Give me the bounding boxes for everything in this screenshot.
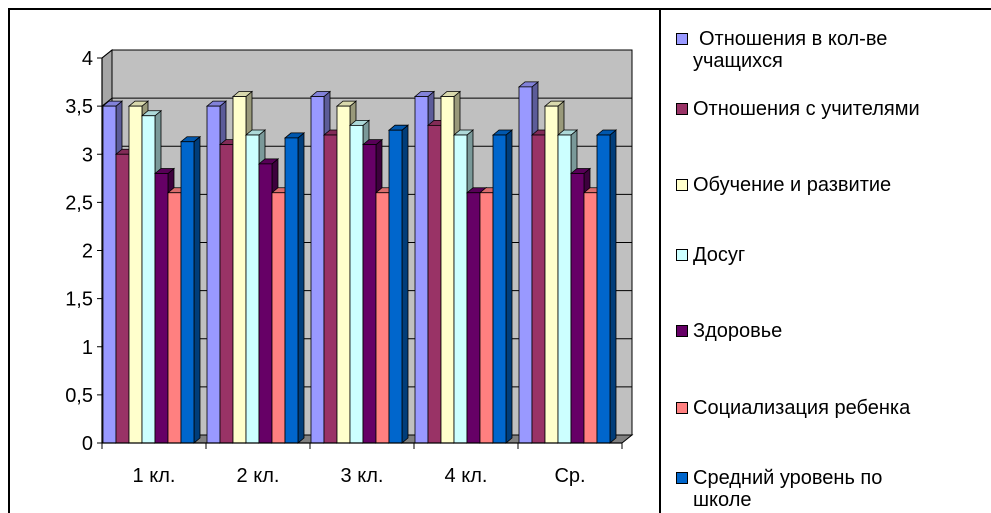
bar-front	[388, 129, 403, 444]
bar-front	[362, 144, 377, 444]
bar-front	[258, 163, 273, 444]
x-tick-label: 3 кл.	[341, 465, 384, 487]
legend-item: Социализация ребенка	[676, 397, 983, 419]
bar-front	[219, 144, 234, 444]
bar-front	[245, 134, 260, 444]
bar-front	[284, 137, 299, 444]
legend-label: Досуг	[693, 244, 746, 266]
legend-swatch	[676, 103, 688, 115]
legend-swatch	[676, 179, 688, 191]
bar-front	[375, 192, 390, 444]
bar	[491, 129, 514, 444]
bar-front	[492, 134, 507, 444]
bar-front	[232, 96, 247, 444]
bar-side	[609, 129, 617, 444]
bar-front	[427, 124, 442, 444]
bar-chart: 0 0,5 1 1,5 2 2,5 3 3,5 4 1 кл. 2 кл. 3 кл. 4 кл. Ср…	[65, 48, 634, 487]
bar	[595, 129, 618, 444]
legend-divider	[659, 8, 661, 513]
bar-front	[154, 173, 169, 444]
gridline-side	[101, 49, 113, 59]
gridline-side	[101, 97, 113, 107]
legend-label: Средний уровень по школе	[693, 467, 883, 511]
y-tick-label: 1,5	[65, 289, 93, 311]
y-tick-label: 3,5	[65, 96, 93, 118]
y-tick-label: 1	[82, 337, 93, 359]
legend-swatch	[676, 325, 688, 337]
bar-front	[128, 105, 143, 444]
bar	[283, 132, 306, 444]
legend-label: Отношения с учителями	[693, 98, 920, 120]
bar-front	[141, 115, 156, 444]
bar-front	[544, 105, 559, 444]
bar-front	[206, 105, 221, 444]
y-tick-label: 2,5	[65, 192, 93, 214]
legend: Отношения в кол-ве учащихся Отношения с …	[676, 0, 991, 513]
bar-front	[336, 105, 351, 444]
x-tick-label: 1 кл.	[133, 465, 176, 487]
y-tick-label: 4	[82, 48, 93, 70]
bar-side	[193, 135, 201, 444]
legend-item: Здоровье	[676, 320, 983, 342]
legend-label: Отношения в кол-ве учащихся	[693, 28, 888, 72]
legend-item: Отношения с учителями	[676, 98, 983, 120]
bar-side	[401, 124, 409, 444]
bar-side	[297, 132, 305, 444]
legend-label: Здоровье	[693, 320, 783, 342]
bar-front	[583, 192, 598, 444]
bar-side	[505, 129, 513, 444]
bar-front	[167, 192, 182, 444]
axes	[97, 57, 623, 449]
bar	[387, 124, 410, 444]
y-tick-label: 0	[82, 433, 93, 455]
bar-front	[479, 192, 494, 444]
legend-swatch	[676, 33, 688, 45]
bars	[101, 81, 618, 444]
bar-front	[557, 134, 572, 444]
x-tick-label: 4 кл.	[445, 465, 488, 487]
bar-front	[596, 134, 611, 444]
legend-item: Обучение и развитие	[676, 174, 983, 196]
legend-label: Обучение и развитие	[693, 174, 892, 196]
bar-front	[115, 153, 130, 444]
legend-swatch	[676, 249, 688, 261]
legend-swatch	[676, 472, 688, 484]
bar-front	[323, 134, 338, 444]
y-tick-label: 0,5	[65, 385, 93, 407]
x-tick-label: Ср.	[554, 465, 585, 487]
x-tick-label: 2 кл.	[237, 465, 280, 487]
bar	[179, 135, 202, 444]
legend-item: Досуг	[676, 244, 983, 266]
bar-front	[310, 96, 325, 444]
legend-label: Социализация ребенка	[693, 397, 911, 419]
legend-swatch	[676, 402, 688, 414]
chart-frame	[8, 8, 991, 513]
x-axis-tick-labels: 1 кл. 2 кл. 3 кл. 4 кл. Ср.	[133, 465, 586, 487]
legend-item: Отношения в кол-ве учащихся	[676, 28, 983, 72]
bar-front	[180, 141, 195, 444]
bar-front	[466, 192, 481, 444]
y-tick-label: 3	[82, 144, 93, 166]
bar-front	[102, 105, 117, 444]
bar-front	[570, 173, 585, 444]
bar-front	[440, 96, 455, 444]
y-axis-tick-labels: 0 0,5 1 1,5 2 2,5 3 3,5 4	[65, 48, 93, 455]
legend-item: Средний уровень по школе	[676, 467, 983, 511]
y-tick-label: 2	[82, 241, 93, 263]
bar-front	[414, 96, 429, 444]
bar-front	[271, 192, 286, 444]
bar-front	[518, 86, 533, 444]
bar-front	[349, 124, 364, 444]
bar-front	[453, 134, 468, 444]
bar-front	[531, 134, 546, 444]
